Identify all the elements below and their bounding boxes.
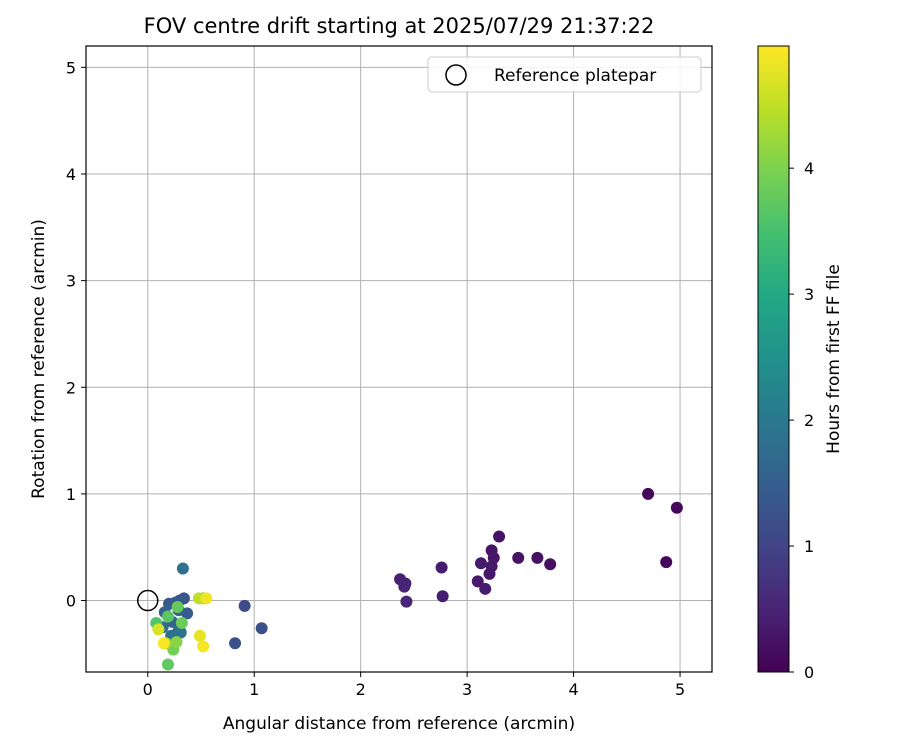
scatter-point bbox=[255, 622, 268, 635]
scatter-points bbox=[150, 487, 683, 671]
scatter-point bbox=[544, 558, 557, 571]
scatter-point bbox=[161, 658, 174, 671]
scatter-point bbox=[670, 501, 683, 514]
scatter-point bbox=[193, 629, 206, 642]
scatter-point bbox=[483, 567, 496, 580]
colorbar-label: Hours from first FF file bbox=[824, 264, 844, 454]
chart-title: FOV centre drift starting at 2025/07/29 … bbox=[144, 14, 655, 38]
y-tick-label: 1 bbox=[66, 485, 76, 504]
colorbar-tick-label: 0 bbox=[804, 663, 814, 682]
scatter-point bbox=[157, 637, 170, 650]
scatter-point bbox=[531, 551, 544, 564]
x-tick-label: 2 bbox=[356, 680, 366, 699]
scatter-point bbox=[398, 580, 411, 593]
y-axis-ticks: 0 1 2 3 4 5 bbox=[66, 58, 86, 611]
legend: Reference platepar bbox=[427, 56, 702, 93]
scatter-point bbox=[170, 636, 183, 649]
legend-label-reference-platepar: Reference platepar bbox=[494, 66, 656, 86]
x-tick-label: 3 bbox=[462, 680, 472, 699]
x-tick-label: 1 bbox=[249, 680, 259, 699]
scatter-point bbox=[436, 590, 449, 603]
scatter-point bbox=[176, 562, 189, 575]
scatter-point bbox=[171, 600, 184, 613]
scatter-point bbox=[479, 582, 492, 595]
scatter-point bbox=[471, 575, 484, 588]
scatter-point bbox=[152, 623, 165, 636]
x-tick-label: 4 bbox=[569, 680, 579, 699]
scatter-point bbox=[474, 557, 487, 570]
colorbar-ticks: 0 1 2 3 4 bbox=[789, 159, 814, 682]
scatter-point bbox=[200, 592, 213, 605]
scatter-point bbox=[197, 640, 210, 653]
scatter-point bbox=[238, 599, 251, 612]
scatter-point bbox=[174, 626, 187, 639]
scatter-point bbox=[175, 616, 188, 629]
x-tick-label: 5 bbox=[675, 680, 685, 699]
scatter-point bbox=[161, 610, 174, 623]
scatter-point bbox=[642, 487, 655, 500]
scatter-point bbox=[512, 551, 525, 564]
scatter-point bbox=[229, 637, 242, 650]
y-tick-label: 4 bbox=[66, 165, 76, 184]
grid-lines bbox=[86, 46, 712, 672]
y-tick-label: 3 bbox=[66, 272, 76, 291]
reference-platepar-marker bbox=[136, 589, 159, 612]
plot-frame bbox=[85, 45, 713, 673]
scatter-point bbox=[400, 595, 413, 608]
y-axis-label: Rotation from reference (arcmin) bbox=[29, 219, 49, 499]
y-tick-label: 0 bbox=[66, 592, 76, 611]
colorbar-tick-label: 4 bbox=[804, 159, 814, 178]
colorbar-tick-label: 1 bbox=[804, 537, 814, 556]
x-axis-ticks: 0 1 2 3 4 5 bbox=[143, 672, 685, 699]
legend-open-circle-icon bbox=[445, 64, 467, 86]
colorbar-gradient bbox=[757, 45, 790, 673]
x-axis-label: Angular distance from reference (arcmin) bbox=[223, 714, 575, 734]
scatter-point bbox=[493, 530, 506, 543]
colorbar: 0 1 2 3 4 Hours from first FF file bbox=[757, 45, 844, 682]
reference-marker-group bbox=[136, 589, 159, 612]
colorbar-tick-label: 3 bbox=[804, 285, 814, 304]
y-tick-label: 2 bbox=[66, 378, 76, 397]
y-tick-label: 5 bbox=[66, 58, 76, 77]
scatter-point bbox=[660, 556, 673, 569]
colorbar-tick-label: 2 bbox=[804, 411, 814, 430]
scatter-point bbox=[435, 561, 448, 574]
legend-box bbox=[427, 56, 702, 93]
x-tick-label: 0 bbox=[143, 680, 153, 699]
